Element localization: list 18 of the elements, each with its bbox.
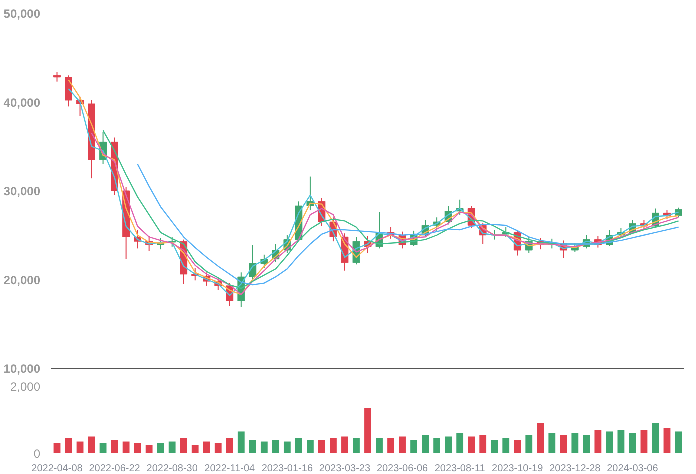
x-tick-label: 2022-04-08 [32,464,84,474]
x-tick-label: 2023-10-19 [492,464,544,474]
x-tick-label: 2023-03-23 [319,464,371,474]
x-tick-label: 2023-12-28 [550,464,602,474]
x-tick-label: 2022-11-04 [204,464,256,474]
y-tick-label: 50,000 [4,7,41,21]
x-tick-label: 2022-06-22 [89,464,141,474]
y-tick-label: 30,000 [4,184,41,198]
x-tick-label: 2023-06-06 [376,464,429,474]
y-tick-label: 2,000 [10,380,41,394]
y-tick-label: 20,000 [4,273,41,288]
x-tick-label: 2022-08-30 [146,464,198,474]
x-tick-label: 2023-08-11 [434,464,486,474]
y-tick-label: 0 [34,447,41,461]
y-tick-label: 40,000 [4,96,41,110]
x-tick-label: 2024-03-06 [607,464,659,474]
y-tick-label: 10,000 [4,362,41,376]
x-tick-label: 2023-01-16 [262,464,314,474]
